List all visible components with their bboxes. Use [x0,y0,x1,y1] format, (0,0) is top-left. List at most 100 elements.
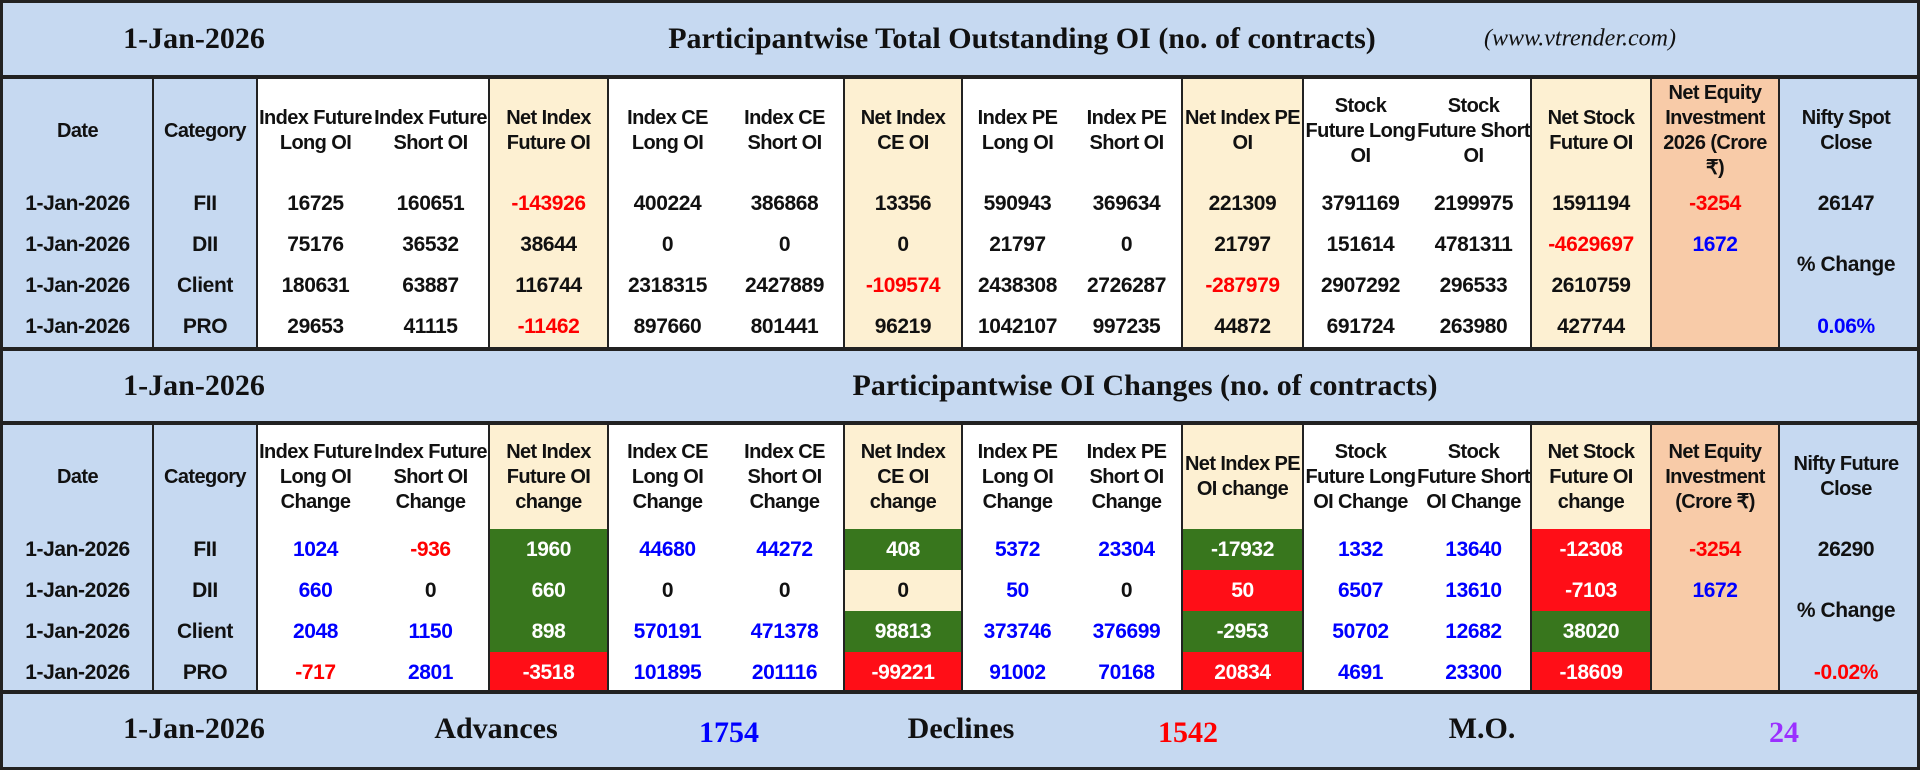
row-category: PRO [152,306,257,347]
data-cell: 0 [843,570,962,611]
column-header: Index CE Short OI [726,79,844,183]
column-header: Net Index PE OI change [1181,425,1303,529]
column-header: Stock Future Long OI Change [1302,425,1417,529]
section2-date: 1-Jan-2026 [123,369,265,402]
net-equity-cell [1650,652,1779,693]
net-equity-cell: -3254 [1650,529,1779,570]
header-row: Date Category Index Future Long OI Index Fu… [3,79,1912,183]
row-date: 1-Jan-2026 [3,652,153,693]
data-cell: 38020 [1530,611,1651,652]
data-cell: 1042107 [961,306,1072,347]
data-cell: 2438308 [961,265,1072,306]
data-cell: -287979 [1181,265,1303,306]
data-cell: 12682 [1417,611,1531,652]
row-date: 1-Jan-2026 [3,611,153,652]
column-header: Index CE Long OI Change [607,425,726,529]
data-cell: 151614 [1302,224,1417,265]
total-oi-table: Date Category Index Future Long OI Index Fu… [3,79,1912,347]
oi-changes-table: Date Category Index Future Long OI Change I… [3,425,1912,693]
data-cell: 38644 [488,224,608,265]
divider [3,347,1917,351]
column-header: Index Future Long OI Change [256,425,373,529]
footer-date: 1-Jan-2026 [123,712,265,745]
declines-label: Declines [907,712,1015,745]
column-header: Index PE Short OI [1072,79,1182,183]
column-header: Nifty Spot Close [1778,79,1912,183]
data-cell: 13610 [1417,570,1531,611]
data-cell: 13356 [843,183,962,224]
data-cell: 1024 [256,529,373,570]
column-header: Index CE Long OI [607,79,726,183]
column-header: Index PE Short OI Change [1072,425,1182,529]
data-cell: 0 [1072,570,1182,611]
section1-title-bar: 1-Jan-2026 Participantwise Total Outstan… [3,3,1917,75]
column-header: Stock Future Short OI Change [1417,425,1531,529]
data-cell: 4691 [1302,652,1417,693]
data-cell: 263980 [1417,306,1531,347]
data-cell: 44872 [1181,306,1303,347]
market-breadth-bar: 1-Jan-2026 Advances 1754 Declines 1542 M… [3,694,1917,764]
row-date: 1-Jan-2026 [3,529,153,570]
column-header: Net Equity Investment (Crore ₹) [1650,425,1779,529]
data-cell: 2726287 [1072,265,1182,306]
pct-change-value: -0.02% [1778,652,1912,693]
data-cell: 3791169 [1302,183,1417,224]
row-date: 1-Jan-2026 [3,224,153,265]
column-header: Date [3,79,153,183]
data-cell: 4781311 [1417,224,1531,265]
data-cell: 20834 [1181,652,1303,693]
pct-change-value: 0.06% [1778,306,1912,347]
data-cell: 471378 [726,611,844,652]
declines-value: 1542 [1158,716,1218,750]
pct-change-label: % Change [1778,224,1912,306]
net-equity-cell [1650,306,1779,347]
net-equity-cell: 1672 [1650,224,1779,265]
data-cell: 386868 [726,183,844,224]
table-row: 1-Jan-2026 FII 1024 -936 1960 44680 44272 408 53… [3,529,1912,570]
data-cell: 0 [843,224,962,265]
data-cell: -99221 [843,652,962,693]
column-header: Net Index Future OI change [488,425,608,529]
data-cell: 400224 [607,183,726,224]
data-cell: 0 [726,224,844,265]
data-cell: 373746 [961,611,1072,652]
column-header: Net Stock Future OI change [1530,425,1651,529]
row-date: 1-Jan-2026 [3,265,153,306]
column-header: Index Future Short OI Change [373,425,489,529]
data-cell: -4629697 [1530,224,1651,265]
column-header: Stock Future Long OI [1302,79,1417,183]
column-header: Net Index PE OI [1181,79,1303,183]
data-cell: 13640 [1417,529,1531,570]
data-cell: 98813 [843,611,962,652]
data-cell: 180631 [256,265,373,306]
data-cell: 0 [607,570,726,611]
data-cell: 201116 [726,652,844,693]
data-cell: 2907292 [1302,265,1417,306]
data-cell: 23300 [1417,652,1531,693]
row-date: 1-Jan-2026 [3,570,153,611]
data-cell: 23304 [1072,529,1182,570]
data-cell: 590943 [961,183,1072,224]
net-equity-cell [1650,265,1779,306]
data-cell: -2953 [1181,611,1303,652]
data-cell: -12308 [1530,529,1651,570]
row-category: FII [152,183,257,224]
data-cell: 427744 [1530,306,1651,347]
data-cell: 369634 [1072,183,1182,224]
data-cell: 997235 [1072,306,1182,347]
data-cell: -936 [373,529,489,570]
advances-label: Advances [434,712,558,745]
data-cell: 70168 [1072,652,1182,693]
data-cell: -109574 [843,265,962,306]
column-header: Net Index CE OI change [843,425,962,529]
data-cell: 44272 [726,529,844,570]
table-row: 1-Jan-2026 Client 2048 1150 898 570191 471378 9… [3,611,1912,652]
data-cell: 1960 [488,529,608,570]
data-cell: 1332 [1302,529,1417,570]
table-row: 1-Jan-2026 PRO -717 2801 -3518 101895 201116 -9… [3,652,1912,693]
data-cell: -17932 [1181,529,1303,570]
data-cell: 50 [961,570,1072,611]
data-cell: -18609 [1530,652,1651,693]
row-category: DII [152,224,257,265]
row-category: DII [152,570,257,611]
